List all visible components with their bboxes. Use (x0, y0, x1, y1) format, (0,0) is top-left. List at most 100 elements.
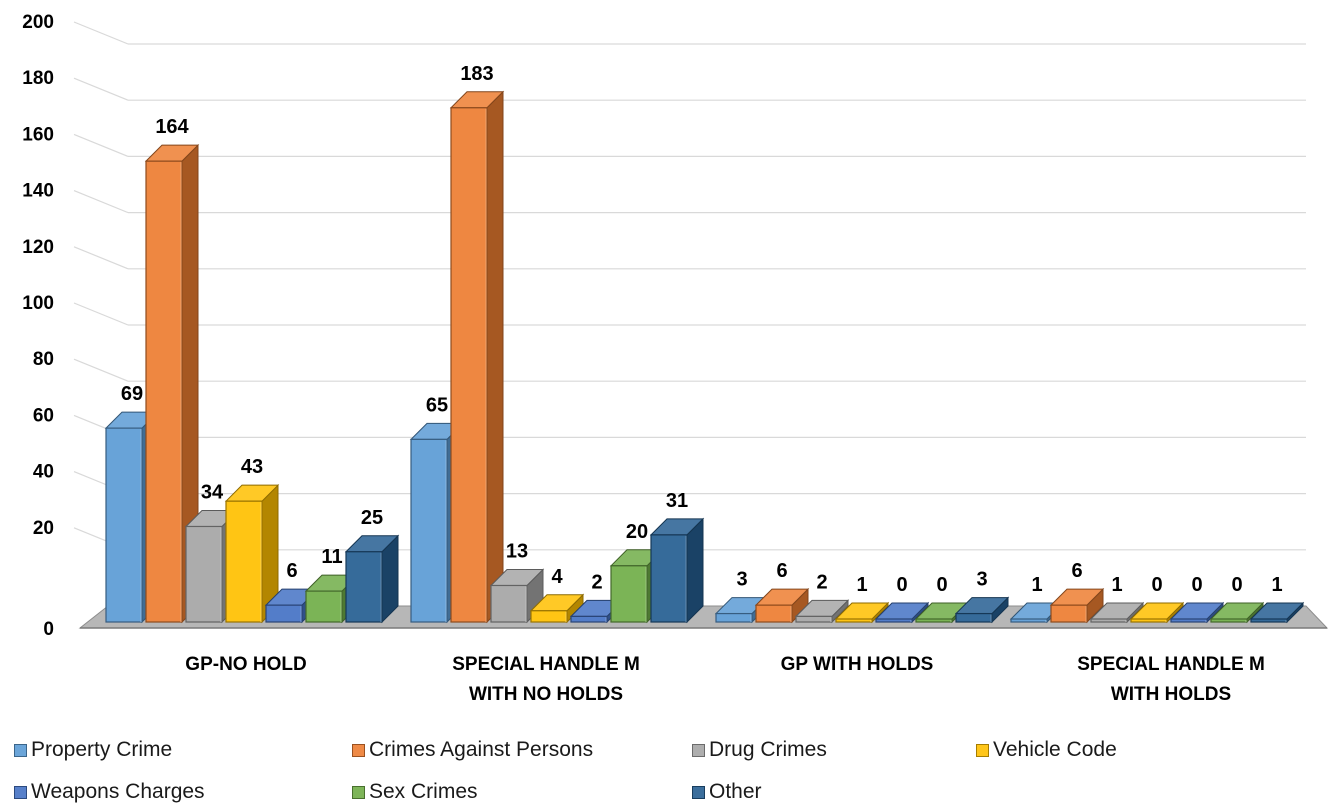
data-label: 25 (361, 507, 383, 529)
bar-front (410, 438, 448, 623)
data-label: 0 (1151, 574, 1162, 596)
bar-front (1010, 618, 1048, 623)
data-label: 34 (201, 481, 224, 503)
legend-swatch (692, 785, 705, 799)
category-label: GP-NO HOLD (185, 654, 306, 675)
gridline-side (73, 77, 129, 101)
bar (224, 483, 280, 624)
bar-front (1090, 618, 1128, 623)
category-label: SPECIAL HANDLE M (1077, 654, 1265, 675)
legend-label: Drug Crimes (709, 738, 827, 761)
data-label: 6 (1071, 560, 1082, 582)
bar (1129, 601, 1185, 624)
legend-swatch (352, 785, 365, 799)
y-tick-label: 180 (22, 68, 54, 89)
bar (1049, 587, 1105, 624)
data-label: 43 (241, 456, 263, 478)
y-tick-label: 40 (33, 462, 54, 483)
bar-front (225, 500, 263, 623)
bar-front (650, 534, 688, 623)
data-label: 0 (896, 574, 907, 596)
data-label: 3 (736, 569, 747, 591)
bar (794, 599, 850, 624)
y-tick-label: 60 (33, 405, 54, 426)
data-label: 65 (426, 394, 448, 416)
bar (954, 596, 1010, 624)
bar-front (570, 615, 608, 623)
bar-front (265, 604, 303, 623)
legend-swatch (976, 743, 989, 757)
bar-side (686, 517, 704, 624)
gridline-side (73, 133, 129, 157)
bar (649, 517, 705, 624)
bar (1169, 601, 1225, 624)
legend-item: Other (692, 780, 762, 804)
gridline-side (73, 21, 129, 45)
legend-label: Sex Crimes (369, 780, 478, 803)
bar-front (145, 160, 183, 623)
bar (1089, 601, 1145, 624)
y-tick-label: 200 (22, 12, 54, 33)
bar-front (1170, 618, 1208, 623)
bar (449, 90, 505, 624)
category-label: WITH HOLDS (1111, 684, 1231, 705)
bar-front (1130, 618, 1168, 623)
legend-swatch (14, 743, 27, 757)
data-label: 2 (816, 571, 827, 593)
bar (1209, 601, 1265, 624)
data-label: 6 (776, 560, 787, 582)
bar-front (450, 107, 488, 623)
data-label: 1 (856, 574, 867, 596)
y-tick-label: 0 (43, 619, 54, 640)
data-label: 31 (666, 490, 688, 512)
bar (1249, 601, 1305, 624)
gridline-side (73, 358, 129, 382)
legend-item: Weapons Charges (14, 780, 205, 804)
bar (834, 601, 890, 624)
data-label: 1 (1111, 574, 1122, 596)
bar-front (1210, 618, 1248, 623)
gridline-side (73, 190, 129, 214)
legend-label: Vehicle Code (993, 738, 1117, 761)
y-tick-label: 100 (22, 293, 54, 314)
legend-swatch (352, 743, 365, 757)
gridline-side (73, 246, 129, 270)
bars (104, 90, 1305, 624)
bar-front (345, 551, 383, 623)
data-label: 6 (286, 560, 297, 582)
data-label: 164 (155, 116, 189, 138)
bar-front (715, 612, 753, 623)
bar-front (305, 590, 343, 623)
bar-front (875, 618, 913, 623)
bar (754, 587, 810, 624)
legend-label: Weapons Charges (31, 780, 205, 803)
y-tick-label: 120 (22, 237, 54, 258)
bar-front (530, 610, 568, 623)
data-label: 183 (460, 63, 493, 85)
y-tick-label: 140 (22, 181, 54, 202)
bar-front (835, 618, 873, 623)
data-label: 20 (626, 521, 648, 543)
y-tick-label: 20 (33, 518, 54, 539)
legend-swatch (692, 743, 705, 757)
category-label: SPECIAL HANDLE M (452, 654, 640, 675)
data-label: 3 (976, 569, 987, 591)
legend-item: Property Crime (14, 738, 172, 762)
legend-item: Vehicle Code (976, 738, 1117, 762)
category-label: WITH NO HOLDS (469, 684, 623, 705)
y-tick-label: 80 (33, 349, 54, 370)
legend-item: Sex Crimes (352, 780, 478, 804)
legend-item: Crimes Against Persons (352, 738, 593, 762)
category-label: GP WITH HOLDS (781, 654, 934, 675)
bar-front (755, 604, 793, 623)
bar-front (105, 427, 143, 623)
data-label: 0 (1191, 574, 1202, 596)
bar (529, 593, 585, 624)
bar-side (486, 90, 504, 624)
bar-front (185, 525, 223, 623)
bar-front (1050, 604, 1088, 623)
data-label: 0 (1231, 574, 1242, 596)
bar (144, 143, 200, 624)
